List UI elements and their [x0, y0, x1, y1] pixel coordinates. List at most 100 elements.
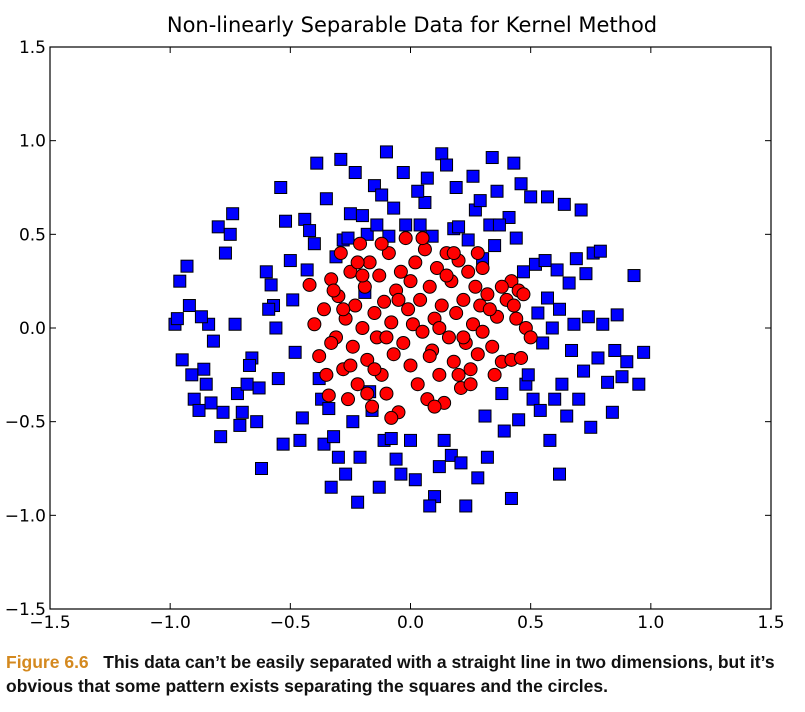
square-point — [384, 432, 398, 446]
circle-point — [307, 317, 322, 332]
square-point — [269, 321, 283, 335]
square-point — [399, 218, 413, 232]
square-point — [497, 424, 511, 438]
circle-point — [403, 274, 418, 289]
scatter-chart: Non-linearly Separable Data for Kernel M… — [5, 13, 785, 633]
square-point — [211, 220, 225, 234]
square-point — [459, 499, 473, 513]
square-point — [473, 194, 487, 208]
circle-point — [516, 287, 531, 302]
square-point — [596, 317, 610, 331]
square-point — [449, 181, 463, 194]
caption-text: This data can’t be easily separated with… — [6, 652, 775, 696]
chart-title: Non-linearly Separable Data for Kernel M… — [167, 13, 657, 37]
square-point — [214, 430, 228, 444]
x-tick-label: 0.0 — [397, 613, 424, 633]
square-point — [509, 231, 523, 245]
circle-point — [413, 292, 428, 307]
square-point — [204, 396, 218, 410]
square-point — [250, 415, 264, 429]
circle-point — [355, 321, 370, 335]
circle-point — [341, 392, 356, 407]
circle-point — [391, 292, 406, 307]
circle-point — [482, 302, 497, 317]
square-point — [300, 263, 314, 277]
circle-point — [379, 386, 394, 401]
square-point — [512, 413, 526, 427]
square-point — [531, 306, 545, 320]
circle-point — [360, 386, 375, 401]
square-point — [348, 166, 362, 180]
y-tick-label: −1.0 — [5, 506, 46, 526]
square-point — [276, 437, 290, 451]
square-point — [432, 460, 446, 474]
square-point — [240, 377, 254, 391]
circle-point — [350, 255, 365, 270]
square-point — [533, 403, 547, 417]
square-point — [435, 147, 449, 161]
square-point — [372, 480, 386, 494]
square-point — [324, 480, 338, 494]
circle-point — [432, 321, 447, 335]
square-point — [334, 152, 348, 166]
circle-point — [446, 354, 461, 369]
square-point — [274, 181, 288, 194]
square-point — [504, 491, 518, 505]
circle-point — [432, 367, 447, 382]
circle-series — [302, 231, 538, 425]
square-point — [454, 456, 468, 470]
square-point — [526, 392, 540, 406]
square-point — [242, 358, 256, 372]
square-point — [488, 239, 502, 253]
square-point — [637, 345, 651, 359]
circle-point — [422, 279, 437, 294]
circle-point — [384, 410, 399, 425]
square-point — [461, 233, 475, 247]
circle-point — [485, 339, 500, 354]
square-point — [404, 433, 417, 447]
square-point — [577, 364, 591, 378]
square-point — [536, 336, 550, 350]
circle-point — [514, 350, 529, 365]
square-point — [264, 278, 278, 292]
circle-point — [401, 302, 416, 317]
circle-point — [367, 306, 382, 321]
x-tick-label: 1.0 — [637, 613, 664, 633]
y-tick-label: −0.5 — [5, 413, 46, 433]
square-point — [423, 499, 437, 513]
square-point — [560, 409, 574, 423]
square-point — [254, 462, 268, 475]
square-point — [187, 392, 201, 406]
square-point — [279, 214, 293, 228]
circle-point — [386, 347, 401, 362]
circle-point — [465, 317, 480, 332]
square-point — [490, 184, 504, 198]
square-point — [286, 293, 300, 307]
square-point — [480, 450, 494, 464]
circle-point — [403, 358, 418, 373]
square-point — [466, 169, 480, 183]
circle-point — [410, 377, 425, 392]
circle-point — [468, 279, 483, 294]
circle-point — [343, 358, 358, 373]
square-point — [548, 392, 562, 406]
square-point — [235, 405, 249, 419]
circle-point — [523, 330, 538, 345]
circle-point — [480, 287, 495, 302]
square-point — [303, 224, 317, 238]
y-tick-label: 1.5 — [19, 38, 46, 58]
square-point — [555, 377, 569, 391]
square-point — [574, 203, 588, 217]
square-point — [627, 269, 641, 283]
square-point — [605, 405, 619, 419]
circle-point — [439, 268, 454, 283]
circle-point — [429, 261, 444, 276]
square-point — [307, 237, 321, 251]
square-point — [567, 317, 581, 331]
square-point — [610, 308, 624, 322]
circle-point — [321, 388, 336, 403]
circle-point — [434, 298, 449, 313]
axis-ticks: −1.5 −1.0 −0.5 0.0 0.5 1.0 1.5 1.5 1.0 0.5 0.0 −0.5… — [5, 38, 785, 633]
circle-point — [393, 264, 408, 279]
circle-point — [422, 349, 437, 364]
